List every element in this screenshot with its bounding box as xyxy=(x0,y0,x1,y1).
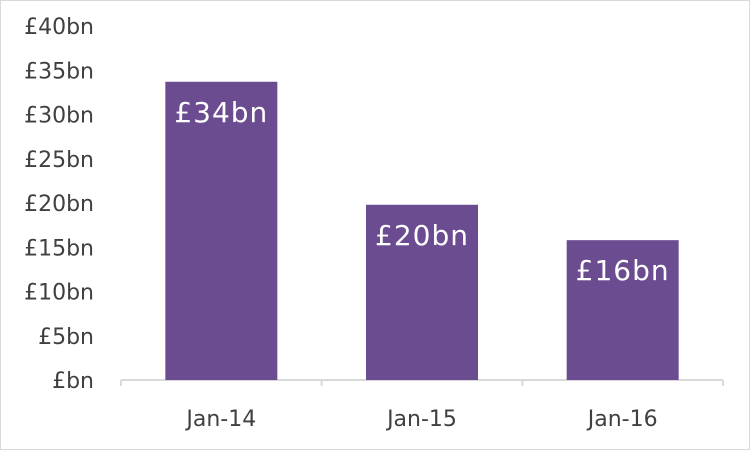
bar-data-label: £16bn xyxy=(576,254,670,287)
bar-data-label: £34bn xyxy=(174,96,268,129)
x-tick-label: Jan-15 xyxy=(385,407,457,432)
bar xyxy=(566,240,679,380)
y-tick-label: £bn xyxy=(52,369,94,394)
y-tick-label: £15bn xyxy=(24,236,94,261)
y-tick-label: £10bn xyxy=(24,281,94,306)
y-tick-label: £30bn xyxy=(24,104,94,129)
x-tick-label: Jan-14 xyxy=(184,407,256,432)
y-tick-label: £40bn xyxy=(24,15,94,40)
bar xyxy=(165,81,278,380)
y-tick-label: £25bn xyxy=(24,148,94,173)
x-tick-label: Jan-16 xyxy=(586,407,658,432)
bar-data-label: £20bn xyxy=(375,219,469,252)
y-tick-label: £35bn xyxy=(24,59,94,84)
bar xyxy=(366,204,478,380)
y-tick-label: £5bn xyxy=(38,325,94,350)
y-tick-label: £20bn xyxy=(24,192,94,217)
